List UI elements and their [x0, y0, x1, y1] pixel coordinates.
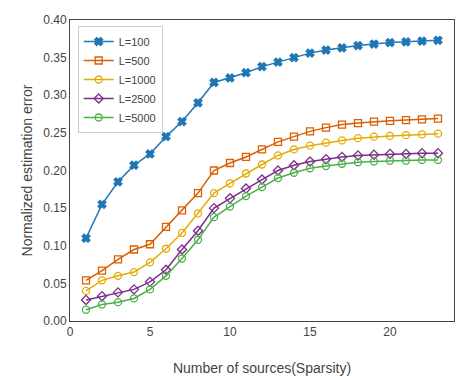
- svg-text:20: 20: [383, 325, 397, 339]
- svg-text:10: 10: [223, 325, 237, 339]
- svg-text:0: 0: [67, 325, 74, 339]
- svg-text:0.15: 0.15: [43, 201, 67, 215]
- svg-text:L=1000: L=1000: [119, 74, 156, 86]
- svg-text:L=2500: L=2500: [119, 93, 156, 105]
- svg-text:0.30: 0.30: [43, 88, 67, 102]
- svg-text:Normalized estimation error: Normalized estimation error: [19, 84, 35, 256]
- svg-text:15: 15: [303, 325, 317, 339]
- svg-text:0.25: 0.25: [43, 126, 67, 140]
- svg-text:0.40: 0.40: [43, 13, 67, 27]
- svg-text:0.35: 0.35: [43, 51, 67, 65]
- svg-text:0.00: 0.00: [43, 314, 67, 328]
- svg-text:L=100: L=100: [119, 36, 150, 48]
- svg-text:0.05: 0.05: [43, 277, 67, 291]
- svg-text:L=500: L=500: [119, 55, 150, 67]
- svg-text:0.20: 0.20: [43, 164, 67, 178]
- svg-text:Number of sources(Sparsity): Number of sources(Sparsity): [173, 360, 351, 376]
- svg-text:5: 5: [147, 325, 154, 339]
- svg-text:0.10: 0.10: [43, 239, 67, 253]
- svg-text:L=5000: L=5000: [119, 112, 156, 124]
